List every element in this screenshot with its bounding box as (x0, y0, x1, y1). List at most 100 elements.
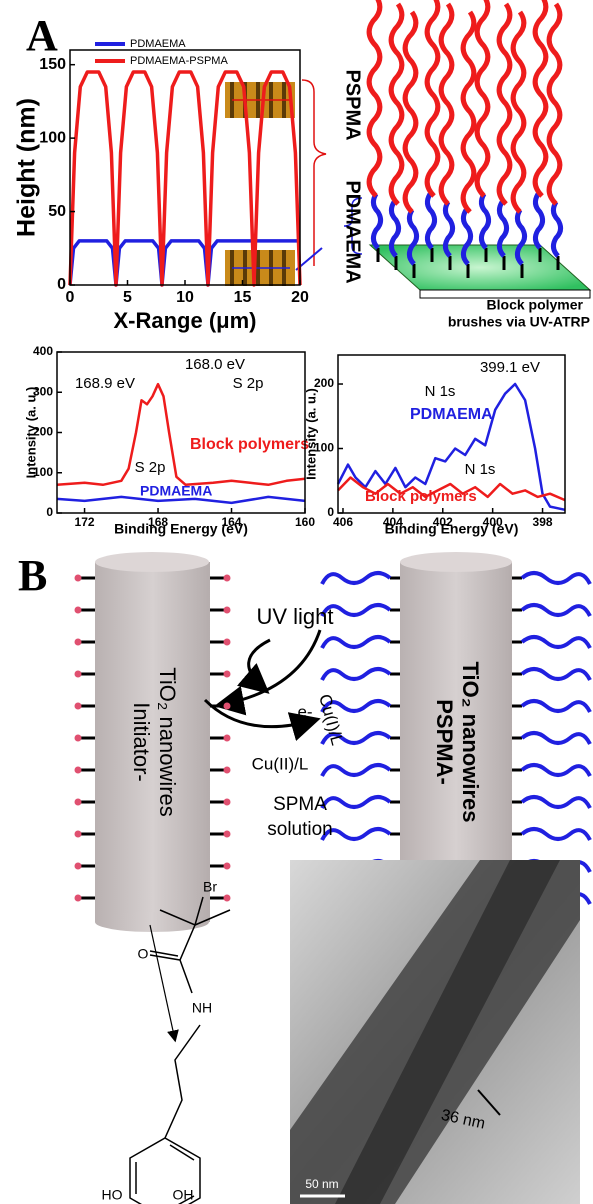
pspma-chain (438, 2, 455, 206)
pspma-chain (320, 763, 392, 777)
label: e- (297, 702, 312, 721)
x-tick-label: 20 (291, 289, 309, 306)
label: solution (267, 819, 333, 840)
series-label: PDMAEMA (410, 406, 493, 423)
initiator-head (74, 798, 82, 806)
initiator-head (223, 734, 231, 742)
y-axis-label: Intensity (a. u.) (23, 387, 38, 479)
y-tick-label: 200 (314, 376, 334, 390)
pspma-chain (520, 827, 592, 841)
wire-label: PSPMA- (432, 699, 457, 785)
initiator-head (74, 574, 82, 582)
series-label: Block polymers (365, 488, 477, 505)
wire-label: Initiator- (129, 702, 154, 781)
y-tick-label: 100 (39, 129, 66, 146)
series-label: Block polymers (190, 436, 309, 453)
initiator-head (223, 702, 231, 710)
x-tick-label: 398 (533, 515, 553, 529)
pdmaema-chain (532, 192, 546, 250)
initiator-head (74, 670, 82, 678)
pdmaema-chain (460, 208, 474, 266)
annotation: S 2p (135, 459, 166, 476)
pdmaema-chain (388, 200, 402, 258)
pdmaema-chain (550, 200, 564, 258)
atom: HO (102, 1187, 123, 1203)
x-tick-label: 5 (123, 289, 132, 306)
y-axis-label: Height (nm) (13, 98, 41, 237)
legend-label: PDMAEMA-PSPMA (130, 55, 228, 67)
pspma-chain (520, 731, 592, 745)
caption: Block polymer (487, 297, 584, 313)
x-axis-label: Binding Energy (eV) (114, 521, 248, 537)
x-tick-label: 15 (234, 289, 252, 306)
pspma-chain (402, 10, 419, 214)
y-tick-label: 200 (33, 425, 53, 439)
series-line (56, 495, 306, 505)
atom: OH (173, 1187, 194, 1203)
initiator-head (74, 894, 82, 902)
annotation: S 2p (233, 375, 264, 392)
pspma-chain (496, 2, 513, 206)
pspma-chain (520, 763, 592, 777)
pspma-chain (320, 699, 392, 713)
pspma-chain (320, 827, 392, 841)
initiator-head (223, 574, 231, 582)
pspma-chain (520, 667, 592, 681)
label: SPMA (273, 794, 327, 815)
x-tick-label: 0 (66, 289, 75, 306)
legend-label: PDMAEMA (130, 38, 186, 50)
label: Cu(II)/L (252, 754, 309, 773)
atom: NH (192, 1000, 212, 1016)
x-tick-label: 160 (295, 515, 315, 529)
brush-schematic (343, 0, 592, 299)
pdmaema-chain (442, 200, 456, 258)
y-tick-label: 0 (46, 505, 53, 519)
chart: PDMAEMA Block polymers 406 404 402 400 398 0 100… (303, 354, 566, 537)
x-tick-label: 400 (483, 515, 503, 529)
y-tick-label: 100 (33, 465, 53, 479)
pspma-chain (532, 0, 549, 198)
initiator-head (223, 766, 231, 774)
y-tick-label: 100 (314, 441, 334, 455)
series-label: PDMAEMA (140, 483, 212, 499)
pspma-chain (546, 2, 563, 206)
initiator-head (223, 894, 231, 902)
initiator-head (74, 702, 82, 710)
y-axis-label: Intensity (a. u.) (303, 388, 318, 480)
initiator-head (74, 734, 82, 742)
caption: brushes via UV-ATRP (448, 314, 590, 330)
annotation: 399.1 eV (480, 359, 540, 376)
brush-label: PSPMA (342, 69, 364, 140)
initiator-head (223, 830, 231, 838)
x-tick-label: 10 (176, 289, 194, 306)
initiator-head (74, 766, 82, 774)
y-tick-label: 400 (33, 344, 53, 358)
initiator-head (74, 606, 82, 614)
initiator-head (223, 638, 231, 646)
molecule (129, 896, 231, 1204)
pdmaema-chain (478, 192, 492, 250)
label: Cu(I)/L (315, 692, 347, 747)
pspma-chain (320, 635, 392, 649)
x-tick-label: 402 (433, 515, 453, 529)
series-line (56, 382, 306, 487)
initiator-head (223, 798, 231, 806)
pspma-chain (474, 0, 491, 198)
pspma-chain (320, 731, 392, 745)
wire-label: TiO₂ nanowires (458, 662, 483, 823)
plot-frame (337, 354, 566, 514)
x-tick-label: 406 (333, 515, 353, 529)
x-axis-label: X-Range (μm) (113, 308, 256, 333)
tem-image (290, 860, 580, 1204)
pspma-chain (520, 635, 592, 649)
y-tick-label: 50 (48, 203, 66, 220)
pspma-chain (510, 10, 527, 214)
annotation: N 1s (425, 383, 456, 400)
x-tick-label: 168 (148, 515, 168, 529)
pdmaema-chain (424, 192, 438, 250)
afm-inset (225, 79, 327, 286)
x-tick-label: 172 (75, 515, 95, 529)
pdmaema-chain (370, 192, 384, 250)
pspma-chain (320, 795, 392, 809)
